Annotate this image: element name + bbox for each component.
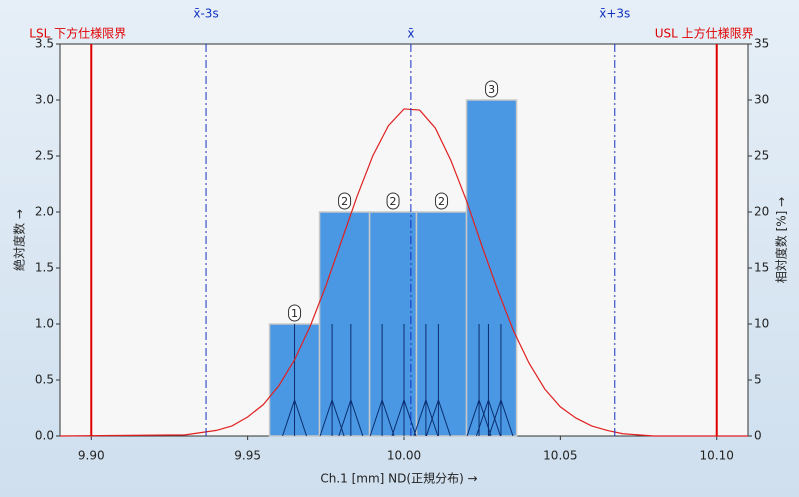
bar xyxy=(318,211,371,437)
measurement xyxy=(466,324,492,437)
y2-tick-label: 20 xyxy=(754,205,769,219)
measurement xyxy=(338,324,364,437)
y-tick-label: 2.5 xyxy=(35,149,54,163)
y-tick-label: 0.5 xyxy=(35,373,54,387)
value-label-box xyxy=(386,192,400,210)
value-label: 2 xyxy=(390,195,397,208)
ref-line-label: x̄ xyxy=(407,27,414,41)
y2-tick-label: 10 xyxy=(754,317,769,331)
y2-tick-label: 0 xyxy=(754,429,762,443)
measurement xyxy=(413,324,439,437)
y2-tick-label: 25 xyxy=(754,149,769,163)
y2-tick-label: 15 xyxy=(754,261,769,275)
value-label: 2 xyxy=(341,195,348,208)
x-tick-label: 9.90 xyxy=(78,449,105,463)
x-tick-label: 10.00 xyxy=(387,449,421,463)
measurement xyxy=(319,324,345,437)
ref-line-label: LSL 下方仕様限界 xyxy=(29,26,126,41)
x-tick-label: 9.95 xyxy=(234,449,261,463)
ref-line-label: x̄-3s xyxy=(193,7,218,21)
y-axis-label: 絶対度数 → xyxy=(12,209,27,271)
measurement xyxy=(391,324,417,437)
measurement xyxy=(282,324,308,437)
bar xyxy=(415,211,468,437)
ref-line-label: USL 上方仕様限界 xyxy=(655,26,754,41)
value-label-box xyxy=(288,304,302,322)
value-label: 1 xyxy=(291,307,298,320)
value-label: 3 xyxy=(488,83,495,96)
value-label: 2 xyxy=(438,195,445,208)
measurement xyxy=(488,324,514,437)
y2-axis-label: 相対度数 [%] → xyxy=(774,197,789,283)
measurement xyxy=(475,324,501,437)
y-tick-label: 0.0 xyxy=(35,429,54,443)
ref-line-label: x̄+3s xyxy=(599,7,630,21)
value-label-box xyxy=(485,80,499,98)
y-tick-label: 3.5 xyxy=(35,37,54,51)
bar xyxy=(465,99,518,437)
y-tick-label: 2.0 xyxy=(35,205,54,219)
y-tick-label: 1.5 xyxy=(35,261,54,275)
x-axis-label: Ch.1 [mm] ND(正規分布) → xyxy=(320,471,477,486)
value-label-box xyxy=(435,192,449,210)
y-tick-label: 3.0 xyxy=(35,93,54,107)
x-tick-label: 10.10 xyxy=(700,449,734,463)
normal-curve xyxy=(59,108,748,437)
y-tick-label: 1.0 xyxy=(35,317,54,331)
x-tick-label: 10.05 xyxy=(543,449,577,463)
y2-tick-label: 30 xyxy=(754,93,769,107)
bar xyxy=(368,211,418,437)
measurement xyxy=(425,324,451,437)
y2-tick-label: 5 xyxy=(754,373,762,387)
y2-tick-label: 35 xyxy=(754,37,769,51)
value-label-box xyxy=(338,192,352,210)
measurement xyxy=(369,324,395,437)
